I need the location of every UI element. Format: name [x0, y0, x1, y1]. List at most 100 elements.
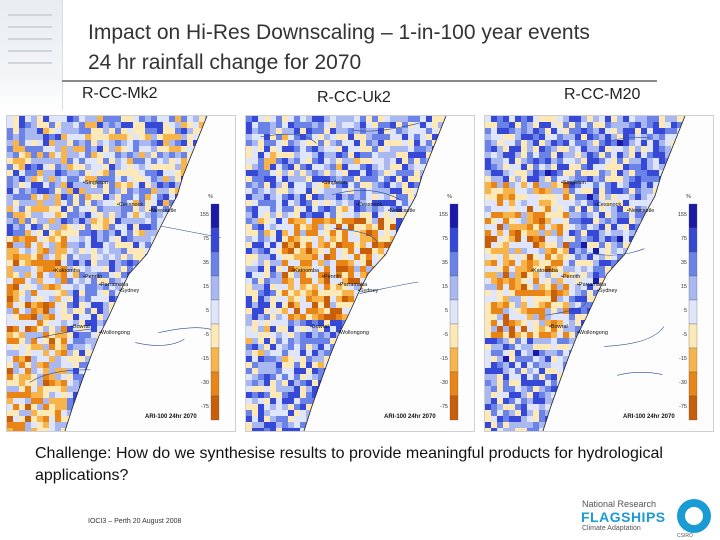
map-town-label: •Sydney [597, 288, 618, 294]
panel-label-uk2: R-CC-Uk2 [315, 89, 393, 107]
map-town-label: •Wollongong [338, 330, 369, 336]
legend-value: 35 [441, 260, 448, 266]
legend-value: 155 [438, 212, 448, 218]
footer-text: IOCI3 – Perth 20 August 2008 [88, 518, 182, 525]
legend-swatch [688, 227, 698, 253]
map-town-label: •Sydney [358, 288, 379, 294]
panel-label-m20: R-CC-M20 [562, 86, 643, 104]
map-town-label: •Katoomba [292, 268, 319, 274]
legend-swatch [210, 347, 220, 373]
legend-swatch [449, 203, 459, 229]
map-town-label: •Wollongong [577, 330, 608, 336]
rainfall-map-raster [246, 116, 459, 431]
legend-unit: % [447, 194, 452, 200]
map-town-label: •Penrith [561, 274, 581, 280]
map-town-label: •Newcastle [388, 208, 416, 214]
legend-value: -15 [679, 356, 687, 362]
legend-swatch [449, 347, 459, 373]
title-divider [62, 80, 657, 82]
legend-value: 155 [199, 212, 209, 218]
map-town-label: •Parramatta [577, 282, 607, 288]
logo-line3: Climate Adaptation [582, 525, 641, 532]
legend-value: 75 [202, 236, 209, 242]
ari-label: ARI-100 24hr 2070 [623, 414, 675, 420]
map-town-label: •Singleton [83, 180, 108, 186]
map-town-label: •Newcastle [627, 208, 655, 214]
legend-value: 15 [441, 284, 448, 290]
flagships-logo: National Research FLAGSHIPS Climate Adap… [577, 495, 713, 539]
legend-swatch [210, 203, 220, 229]
slide-side-decoration [0, 0, 63, 110]
map-town-label: •Cessnock [595, 202, 622, 208]
legend-swatch [688, 251, 698, 277]
map-town-label: •Katoomba [53, 268, 80, 274]
legend-value: 15 [680, 284, 687, 290]
map-town-label: •Wollongong [99, 330, 130, 336]
map-town-label: •Cessnock [117, 202, 144, 208]
legend-swatch [210, 395, 220, 421]
legend-swatch [688, 395, 698, 421]
rainfall-map-raster [7, 116, 221, 431]
legend-swatch [449, 371, 459, 397]
legend-swatch [688, 323, 698, 349]
legend-swatch [688, 347, 698, 373]
legend-value: -5 [204, 332, 209, 338]
legend-value: 155 [677, 212, 687, 218]
map-town-label: •Singleton [561, 180, 586, 186]
legend-value: -5 [443, 332, 448, 338]
legend-swatch [449, 323, 459, 349]
map-town-label: •Bowral [549, 324, 568, 330]
csiro-logo-icon [677, 499, 711, 533]
map-town-label: •Cessnock [356, 202, 383, 208]
legend-swatch [449, 227, 459, 253]
legend-swatch [688, 275, 698, 301]
legend-value: -75 [440, 404, 448, 410]
challenge-text: Challenge: How do we synthesise results … [35, 445, 663, 484]
legend-value: -30 [679, 380, 687, 386]
map-town-label: •Newcastle [149, 208, 177, 214]
legend-value: 35 [202, 260, 209, 266]
map-town-label: •Singleton [322, 180, 347, 186]
legend-swatch [210, 227, 220, 253]
legend-value: 5 [444, 308, 448, 314]
map-panel-uk2: •Singleton •Cessnock •Newcastle •Katoomba •P… [245, 115, 475, 432]
legend-value: 75 [680, 236, 687, 242]
rainfall-map-raster [485, 116, 698, 431]
legend-swatch [210, 299, 220, 325]
legend-value: 15 [202, 284, 209, 290]
legend-unit: % [686, 194, 691, 200]
legend-value: 35 [680, 260, 687, 266]
legend-swatch [449, 275, 459, 301]
slide-title-line1: Impact on Hi-Res Downscaling – 1-in-100 … [88, 21, 590, 44]
map-town-label: •Bowral [310, 324, 329, 330]
legend-value: -15 [201, 356, 209, 362]
legend-swatch [449, 299, 459, 325]
map-panel-m20: •Singleton •Cessnock •Newcastle •Katoomba •P… [484, 115, 714, 432]
map-town-label: •Parramatta [99, 282, 129, 288]
ari-label: ARI-100 24hr 2070 [384, 414, 436, 420]
map-town-label: •Penrith [83, 274, 103, 280]
panel-label-mk2: R-CC-Mk2 [80, 85, 160, 103]
logo-line1: National Research [582, 499, 657, 509]
map-panel-mk2: •Singleton •Cessnock •Newcastle •Katoomba •P… [6, 115, 236, 432]
map-town-label: •Penrith [322, 274, 342, 280]
logo-line2: FLAGSHIPS [581, 509, 666, 525]
legend-swatch [210, 275, 220, 301]
csiro-label: CSIRO [677, 533, 693, 539]
legend-swatch [688, 299, 698, 325]
map-town-label: •Sydney [119, 288, 140, 294]
legend-value: 5 [683, 308, 687, 314]
ari-label: ARI-100 24hr 2070 [145, 414, 197, 420]
legend-value: -15 [440, 356, 448, 362]
legend-value: -75 [679, 404, 687, 410]
legend-value: 5 [205, 308, 209, 314]
legend-value: -30 [440, 380, 448, 386]
legend-swatch [210, 251, 220, 277]
legend-swatch [210, 371, 220, 397]
legend-swatch [688, 203, 698, 229]
legend-swatch [688, 371, 698, 397]
legend-value: 75 [441, 236, 448, 242]
map-town-label: •Bowral [71, 324, 90, 330]
legend-swatch [449, 251, 459, 277]
map-town-label: •Parramatta [338, 282, 368, 288]
